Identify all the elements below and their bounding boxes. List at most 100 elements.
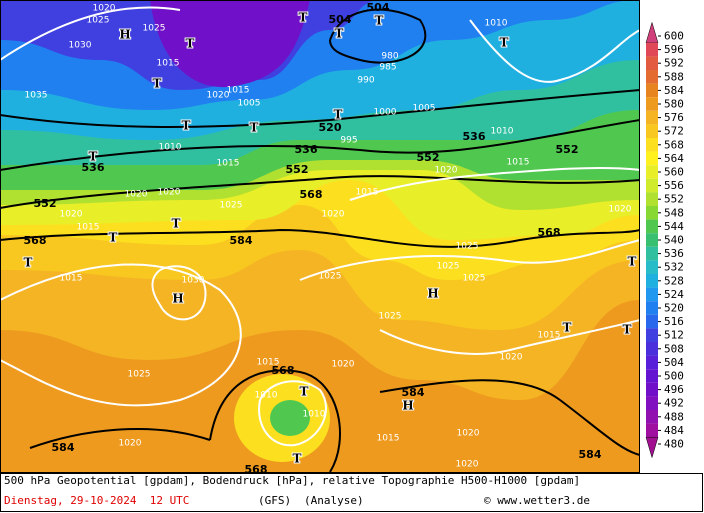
legend-label: 516 bbox=[664, 315, 684, 328]
legend-swatch bbox=[646, 165, 658, 179]
pressure-isobar bbox=[258, 380, 327, 447]
height-contour bbox=[329, 8, 427, 64]
legend-swatch bbox=[645, 21, 659, 44]
height-contour bbox=[0, 119, 640, 171]
field-band bbox=[270, 400, 310, 436]
legend-label: 596 bbox=[664, 43, 684, 56]
legend-label: 592 bbox=[664, 57, 684, 70]
height-label: 520 bbox=[319, 121, 342, 134]
pressure-isobar bbox=[299, 239, 640, 281]
legend-label: 576 bbox=[664, 111, 684, 124]
pressure-label: 1010 bbox=[159, 143, 182, 153]
height-label: 568 bbox=[300, 188, 323, 201]
legend-swatch bbox=[646, 151, 658, 166]
legend-label: 588 bbox=[664, 70, 684, 83]
legend-label: 556 bbox=[664, 179, 684, 192]
pressure-label: 1015 bbox=[60, 274, 83, 284]
pressure-isobar bbox=[379, 319, 640, 355]
legend-label: 484 bbox=[664, 424, 684, 437]
pressure-isobar bbox=[0, 6, 181, 61]
height-label: 568 bbox=[245, 463, 268, 473]
pressure-isobar bbox=[469, 19, 640, 83]
pressure-center: T bbox=[89, 150, 98, 164]
pressure-label: 1025 bbox=[463, 274, 486, 284]
footer-credit: © www.wetter3.de bbox=[484, 494, 590, 507]
pressure-label: 1015 bbox=[356, 188, 379, 198]
legend-label: 540 bbox=[664, 234, 684, 247]
pressure-label: 1020 bbox=[125, 190, 148, 200]
legend-label: 552 bbox=[664, 193, 684, 206]
legend-label: 568 bbox=[664, 138, 684, 151]
pressure-label: 1020 bbox=[332, 360, 355, 370]
height-label: 552 bbox=[417, 151, 440, 164]
color-legend: 6005965925885845805765725685645605565525… bbox=[645, 21, 684, 459]
pressure-label: 1020 bbox=[158, 188, 181, 198]
height-label: 584 bbox=[52, 441, 75, 454]
legend-swatch bbox=[646, 192, 658, 206]
pressure-label: 1035 bbox=[25, 91, 48, 101]
pressure-label: 1010 bbox=[485, 19, 508, 29]
height-label: 568 bbox=[272, 364, 295, 377]
legend-label: 504 bbox=[664, 356, 684, 369]
pressure-center: T bbox=[250, 121, 259, 135]
pressure-center: T bbox=[24, 256, 33, 270]
footer-model: (GFS) bbox=[258, 494, 292, 507]
pressure-isobar bbox=[151, 265, 207, 321]
pressure-center: T bbox=[172, 217, 181, 231]
pressure-isobar bbox=[349, 166, 640, 201]
pressure-label: 1015 bbox=[538, 331, 561, 341]
pressure-label: 1015 bbox=[507, 158, 530, 168]
legend-label: 520 bbox=[664, 302, 684, 315]
legend-swatch bbox=[646, 287, 658, 302]
pressure-label: 1010 bbox=[303, 410, 326, 420]
pressure-label: 1020 bbox=[60, 210, 83, 220]
height-contour bbox=[0, 175, 640, 209]
pressure-center: T bbox=[186, 37, 195, 51]
legend-swatch bbox=[646, 246, 658, 261]
legend-label: 492 bbox=[664, 397, 684, 410]
height-label: 552 bbox=[556, 143, 579, 156]
legend-label: 500 bbox=[664, 370, 684, 383]
pressure-label: 1025 bbox=[128, 370, 151, 380]
height-label: 536 bbox=[295, 143, 318, 156]
legend-swatch bbox=[646, 83, 658, 98]
pressure-label: 1005 bbox=[413, 104, 436, 114]
pressure-center: H bbox=[119, 28, 130, 42]
pressure-label: 985 bbox=[379, 63, 396, 73]
legend-label: 508 bbox=[664, 342, 684, 355]
legend-swatch bbox=[646, 206, 658, 220]
pressure-center: T bbox=[500, 36, 509, 50]
legend-swatch bbox=[646, 423, 658, 438]
pressure-center: T bbox=[182, 119, 191, 133]
height-label: 504 bbox=[329, 13, 352, 26]
height-contour bbox=[0, 89, 640, 128]
legend-label: 536 bbox=[664, 247, 684, 260]
legend-swatch bbox=[646, 219, 658, 234]
legend-swatch bbox=[646, 314, 658, 329]
pressure-label: 1030 bbox=[69, 41, 92, 51]
height-contour bbox=[29, 428, 211, 449]
footer-run: (Analyse) bbox=[304, 494, 364, 507]
pressure-label: 1025 bbox=[220, 201, 243, 211]
legend-label: 564 bbox=[664, 152, 684, 165]
legend-label: 572 bbox=[664, 125, 684, 138]
pressure-label: 1000 bbox=[374, 108, 397, 118]
pressure-label: 1015 bbox=[257, 358, 280, 368]
pressure-label: 1030 bbox=[182, 276, 205, 286]
legend-label: 584 bbox=[664, 84, 684, 97]
pressure-label: 1025 bbox=[143, 24, 166, 34]
height-label: 552 bbox=[286, 163, 309, 176]
pressure-label: 1025 bbox=[87, 16, 110, 26]
pressure-label: 995 bbox=[340, 136, 357, 146]
legend-label: 528 bbox=[664, 274, 684, 287]
legend-label: 532 bbox=[664, 261, 684, 274]
pressure-label: 1015 bbox=[227, 86, 250, 96]
legend-swatch bbox=[646, 124, 658, 138]
legend-swatch bbox=[646, 355, 658, 370]
height-label: 504 bbox=[367, 1, 390, 14]
height-contour bbox=[209, 369, 341, 473]
pressure-center: T bbox=[334, 108, 343, 122]
legend-swatch bbox=[646, 56, 658, 70]
pressure-label: 1005 bbox=[238, 99, 261, 109]
